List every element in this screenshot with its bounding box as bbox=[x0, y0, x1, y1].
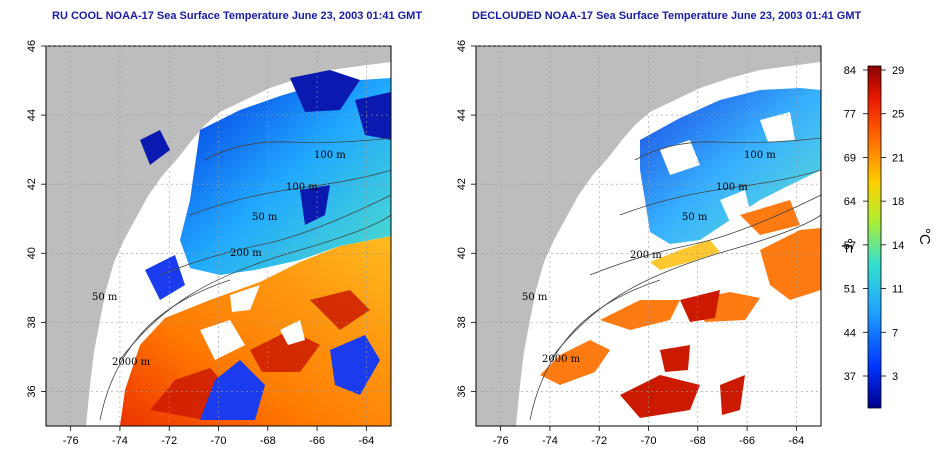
colorbar-celsius-label: 14 bbox=[892, 240, 904, 252]
colorbar-fahrenheit-label: 51 bbox=[844, 284, 856, 296]
right-depth-contours bbox=[529, 137, 821, 421]
left-y-tick-label: 38 bbox=[26, 316, 38, 328]
right-cloud-gaps bbox=[660, 112, 795, 222]
left-land bbox=[46, 46, 391, 426]
right-y-tick-label: 38 bbox=[456, 316, 468, 328]
colorbar-fahrenheit-label: 64 bbox=[844, 196, 856, 208]
colorbar-fahrenheit-label: 77 bbox=[844, 109, 856, 121]
fahrenheit-unit-label: °F bbox=[838, 238, 855, 253]
right-axes: -76 -74 -72 -70 -68 -66 -64 36 38 40 42 44 46 bbox=[456, 40, 804, 447]
colorbar-fahrenheit-label: 84 bbox=[844, 65, 856, 77]
colorbar-celsius-label: 7 bbox=[892, 327, 898, 339]
right-y-tick-label: 42 bbox=[456, 178, 468, 190]
colorbar-ticks: 84 77 69 64 57 51 44 37 29 25 21 18 14 11 7 3 bbox=[844, 65, 905, 383]
right-contour-label: 100 m bbox=[744, 150, 776, 161]
left-x-tick-label: -64 bbox=[358, 435, 374, 447]
celsius-unit-label: °C bbox=[916, 228, 933, 245]
right-contour-label: 100 m bbox=[716, 182, 748, 193]
right-hot-patches bbox=[620, 290, 745, 418]
right-x-tick-label: -66 bbox=[739, 435, 755, 447]
left-hot-patches bbox=[150, 290, 370, 420]
colorbar-fahrenheit-label: 44 bbox=[844, 327, 856, 339]
right-land bbox=[476, 46, 821, 426]
left-y-tick-label: 42 bbox=[26, 178, 38, 190]
colorbar-fahrenheit-label: 37 bbox=[844, 371, 856, 383]
right-warm-patches bbox=[540, 200, 821, 385]
left-depth-contours bbox=[99, 137, 391, 421]
colorbar-celsius-label: 18 bbox=[892, 196, 904, 208]
left-contour-label: 2000 m bbox=[112, 357, 151, 368]
left-contour-label: 200 m bbox=[230, 248, 262, 259]
left-x-tick-label: -74 bbox=[112, 435, 128, 447]
right-x-tick-label: -68 bbox=[690, 435, 706, 447]
left-axes: -76 -74 -72 -70 -68 -66 -64 36 38 40 42 44 46 bbox=[26, 40, 374, 447]
right-contour-label: 2000 m bbox=[542, 354, 581, 365]
colorbar-ramp bbox=[867, 65, 882, 409]
left-panel-title: RU COOL NOAA-17 Sea Surface Temperature … bbox=[52, 10, 423, 22]
left-x-tick-label: -66 bbox=[309, 435, 325, 447]
colorbar-celsius-label: 3 bbox=[892, 371, 898, 383]
colorbar-celsius-label: 29 bbox=[892, 65, 904, 77]
left-cool-shelf bbox=[180, 78, 391, 275]
right-contour-label: 50 m bbox=[682, 212, 708, 223]
colorbar-celsius-label: 11 bbox=[892, 284, 903, 296]
left-gridlines bbox=[46, 45, 391, 426]
left-y-tick-label: 36 bbox=[26, 385, 38, 397]
colorbar-celsius-label: 25 bbox=[892, 109, 904, 121]
left-map-panel: 100 m 100 m 50 m 200 m 50 m 2000 m -76 -7… bbox=[26, 40, 392, 447]
left-y-tick-label: 46 bbox=[26, 40, 38, 52]
right-x-tick-label: -74 bbox=[542, 435, 558, 447]
right-yellow-front bbox=[650, 240, 720, 270]
colorbar-fahrenheit-label: 69 bbox=[844, 152, 856, 164]
right-x-tick-label: -64 bbox=[788, 435, 804, 447]
right-x-tick-label: -76 bbox=[493, 435, 509, 447]
left-contour-label: 50 m bbox=[92, 292, 118, 303]
right-x-tick-label: -70 bbox=[641, 435, 657, 447]
left-x-tick-label: -72 bbox=[161, 435, 177, 447]
left-deep-blue bbox=[140, 70, 391, 225]
left-contour-label: 100 m bbox=[286, 182, 318, 193]
left-x-tick-label: -76 bbox=[63, 435, 79, 447]
right-y-tick-label: 44 bbox=[456, 109, 468, 121]
left-cloud-gaps bbox=[200, 285, 305, 360]
left-x-tick-label: -68 bbox=[260, 435, 276, 447]
colorbar-fahrenheit-label: 57 bbox=[844, 240, 856, 252]
colorbar: 84 77 69 64 57 51 44 37 29 25 21 18 14 11 7 3 °F °C bbox=[838, 65, 933, 409]
right-y-tick-label: 40 bbox=[456, 247, 468, 259]
right-gridlines bbox=[476, 45, 821, 426]
left-contour-label: 100 m bbox=[314, 150, 346, 161]
right-x-tick-label: -72 bbox=[591, 435, 607, 447]
right-contour-label: 200 m bbox=[630, 250, 662, 261]
left-x-tick-label: -70 bbox=[211, 435, 227, 447]
right-contour-label: 50 m bbox=[522, 292, 548, 303]
left-y-tick-label: 44 bbox=[26, 109, 38, 121]
right-map-panel: 100 m 100 m 50 m 200 m 50 m 2000 m -76 -7… bbox=[456, 40, 822, 447]
left-y-tick-label: 40 bbox=[26, 247, 38, 259]
right-panel-title: DECLOUDED NOAA-17 Sea Surface Temperatur… bbox=[472, 10, 862, 22]
right-y-tick-label: 46 bbox=[456, 40, 468, 52]
left-contour-label: 50 m bbox=[252, 212, 278, 223]
right-y-tick-label: 36 bbox=[456, 385, 468, 397]
colorbar-celsius-label: 21 bbox=[892, 152, 904, 164]
